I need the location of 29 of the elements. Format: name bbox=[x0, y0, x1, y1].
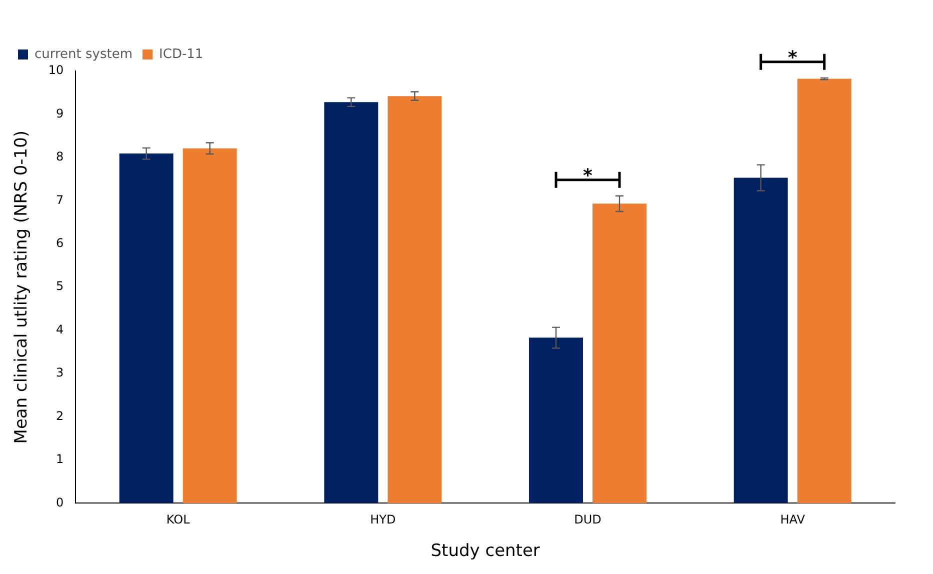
bar bbox=[324, 102, 378, 504]
bar bbox=[592, 204, 646, 504]
y-tick-label: 10 bbox=[48, 63, 64, 78]
x-tick-label: HYD bbox=[370, 512, 396, 527]
y-tick-label: 8 bbox=[56, 150, 64, 164]
y-tick-label: 4 bbox=[56, 322, 64, 336]
y-tick-label: 7 bbox=[56, 192, 64, 207]
y-tick-label: 1 bbox=[56, 452, 64, 466]
bar bbox=[182, 148, 237, 504]
legend-label: ICD-11 bbox=[159, 46, 204, 62]
y-tick-label: 5 bbox=[56, 279, 64, 294]
y-tick-label: 3 bbox=[56, 366, 64, 380]
y-tick-label: 0 bbox=[56, 495, 64, 510]
x-tick-label: DUD bbox=[574, 512, 602, 527]
y-tick-label: 9 bbox=[56, 106, 64, 120]
bar bbox=[119, 154, 174, 504]
x-tick-label: HAV bbox=[780, 512, 806, 527]
text: * bbox=[788, 48, 798, 69]
bar bbox=[734, 178, 788, 504]
bar bbox=[529, 338, 583, 504]
bar bbox=[797, 78, 852, 504]
x-axis-title: Study center bbox=[430, 541, 540, 562]
legend-label: current system bbox=[34, 46, 133, 62]
annotation: * bbox=[583, 166, 594, 187]
x-tick-label: KOL bbox=[166, 512, 190, 527]
y-axis-title: Mean clinical utlity rating (NRS 0-10) bbox=[12, 130, 32, 444]
y-tick-label: 6 bbox=[56, 236, 64, 250]
bar bbox=[388, 96, 442, 504]
y-tick-label: 2 bbox=[56, 408, 64, 423]
